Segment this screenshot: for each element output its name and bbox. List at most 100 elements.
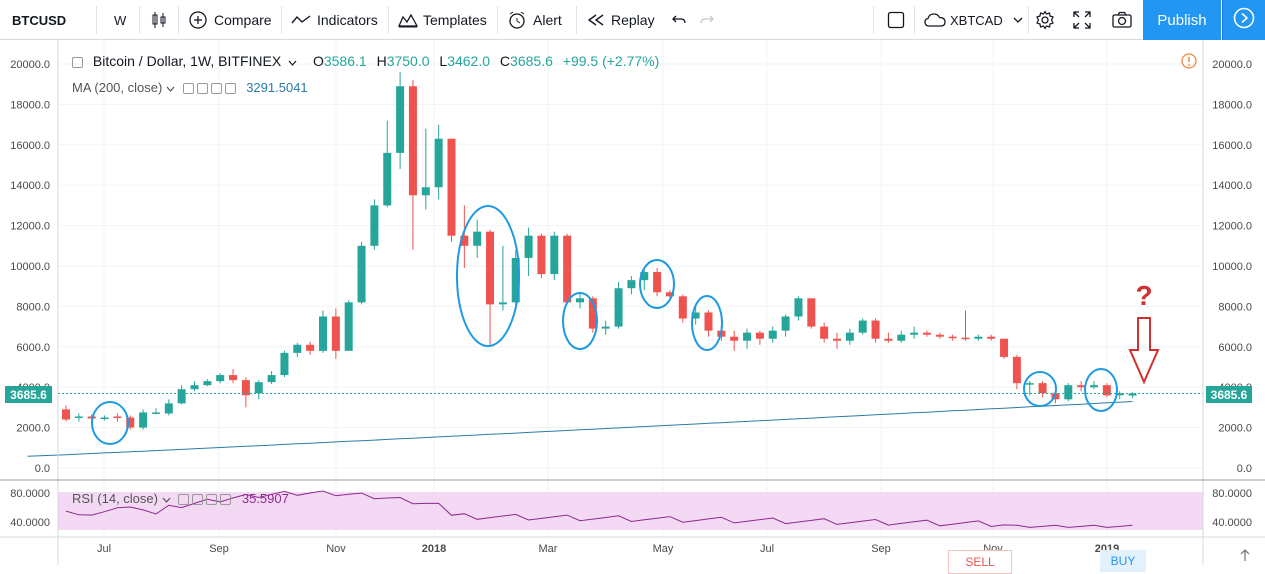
collapse-icon[interactable]: [72, 56, 83, 68]
price-tick-right: 16000.0: [1212, 140, 1252, 152]
candle-body: [396, 86, 405, 153]
legend-main: Bitcoin / Dollar, 1W, BITFINEX O3586.1 H…: [72, 53, 659, 69]
alert-button[interactable]: Alert: [507, 0, 562, 40]
candle-body: [948, 336, 957, 339]
candle-body: [229, 375, 238, 381]
settings-icon[interactable]: [196, 80, 211, 95]
replay-button[interactable]: Replay: [587, 0, 655, 40]
price-tick-right: 18000.0: [1212, 99, 1252, 111]
axes: 20000.0 20000.0 18000.0 18000.0 16000.0 16000…: [0, 40, 1265, 565]
chevron-down-icon[interactable]: [166, 80, 175, 95]
candle-body: [897, 334, 906, 341]
candle-body: [306, 344, 315, 351]
candle-body: [319, 316, 327, 351]
publish-menu-button[interactable]: [1222, 0, 1265, 40]
candle-body: [640, 272, 649, 281]
divider: [96, 6, 97, 34]
candle-body: [910, 332, 919, 335]
snapshot-button[interactable]: [1112, 0, 1132, 40]
candle-body: [203, 381, 212, 386]
highlight-circle: [639, 259, 675, 309]
redo-button[interactable]: [699, 0, 715, 40]
candle-body: [113, 416, 122, 418]
time-tick: Jul: [760, 543, 774, 555]
price-chart[interactable]: 20000.0 20000.0 18000.0 18000.0 16000.0 16000…: [0, 40, 1265, 565]
highlight-circle: [562, 292, 598, 350]
candle-body: [1128, 393, 1137, 396]
chevron-down-icon[interactable]: [162, 491, 171, 506]
price-tick-right: 12000.0: [1212, 221, 1252, 233]
scroll-up-icon[interactable]: [1238, 548, 1252, 567]
candle-body: [730, 336, 739, 341]
close-icon[interactable]: [224, 80, 239, 95]
indicators-label: Indicators: [317, 12, 378, 28]
candle-body: [974, 336, 983, 339]
undo-icon: [671, 13, 687, 27]
time-tick: Mar: [539, 543, 558, 555]
divider: [139, 6, 140, 34]
chevron-down-icon[interactable]: [288, 53, 297, 69]
legend-rsi: RSI (14, close) 35.5907: [72, 491, 289, 506]
candle-body: [151, 412, 160, 414]
compare-button[interactable]: Compare: [188, 0, 272, 40]
candle-body: [216, 375, 225, 382]
candle-body: [383, 152, 392, 206]
price-tick-right: 10000.0: [1212, 261, 1252, 273]
indicators-button[interactable]: Indicators: [291, 0, 378, 40]
candle-body: [794, 298, 803, 317]
cloud-layout-button[interactable]: XBTCAD: [924, 0, 1023, 40]
candle-body: [884, 338, 893, 341]
candle-body: [845, 332, 854, 341]
plus-icon[interactable]: [210, 80, 225, 95]
warning-icon[interactable]: [1181, 53, 1197, 69]
rewind-icon: [587, 13, 605, 27]
fullscreen-button[interactable]: [1073, 0, 1091, 40]
price-tick-left: 8000.0: [16, 301, 50, 313]
candle-body: [447, 138, 456, 236]
publish-button[interactable]: Publish: [1143, 0, 1221, 40]
divider: [281, 6, 282, 34]
change-value: +99.5 (+2.77%): [562, 53, 660, 69]
candle-body: [935, 334, 944, 337]
price-tick-right: 8000.0: [1218, 301, 1252, 313]
top-toolbar: BTCUSD W Compare Indicators Templates Al…: [0, 0, 1265, 40]
candle-body: [267, 375, 276, 383]
candle-body: [1090, 385, 1098, 388]
close-icon[interactable]: [220, 491, 234, 506]
buy-button[interactable]: BUY: [1100, 550, 1146, 572]
divider: [873, 6, 874, 34]
camera-icon: [1112, 11, 1132, 29]
price-tick-right: 14000.0: [1212, 180, 1252, 192]
candle-body: [987, 336, 996, 339]
rsi-tick-left: 40.0000: [10, 517, 50, 529]
candle-body: [62, 409, 70, 420]
templates-button[interactable]: Templates: [398, 0, 487, 40]
replay-label: Replay: [611, 12, 655, 28]
close-value: 3685.6: [510, 53, 553, 69]
plus-icon[interactable]: [206, 491, 220, 506]
alarm-clock-icon: [507, 10, 527, 30]
chart-style-button[interactable]: [150, 0, 168, 40]
redo-icon: [699, 13, 715, 27]
price-tick-left: 18000.0: [10, 99, 50, 111]
rsi-tick-left: 80.0000: [10, 488, 50, 500]
plus-circle-icon: [188, 10, 208, 30]
candle-body: [473, 231, 482, 246]
symbol-search[interactable]: BTCUSD: [12, 0, 66, 40]
price-tick-left: 14000.0: [10, 180, 50, 192]
eye-icon[interactable]: [182, 80, 197, 95]
interval-button[interactable]: W: [114, 0, 126, 40]
layout-button[interactable]: [887, 0, 905, 40]
warning-icon: [1188, 64, 1190, 66]
sell-button[interactable]: SELL: [948, 550, 1012, 574]
settings-icon[interactable]: [192, 491, 206, 506]
rsi-band: [58, 492, 1203, 530]
ma-200-line: [27, 401, 1133, 457]
highlight-circle: [456, 205, 520, 347]
divider: [1028, 6, 1029, 34]
undo-button[interactable]: [671, 0, 687, 40]
candle-body: [486, 231, 495, 305]
chevron-down-icon: [1013, 17, 1023, 23]
eye-icon[interactable]: [178, 491, 192, 506]
settings-button[interactable]: [1035, 0, 1055, 40]
